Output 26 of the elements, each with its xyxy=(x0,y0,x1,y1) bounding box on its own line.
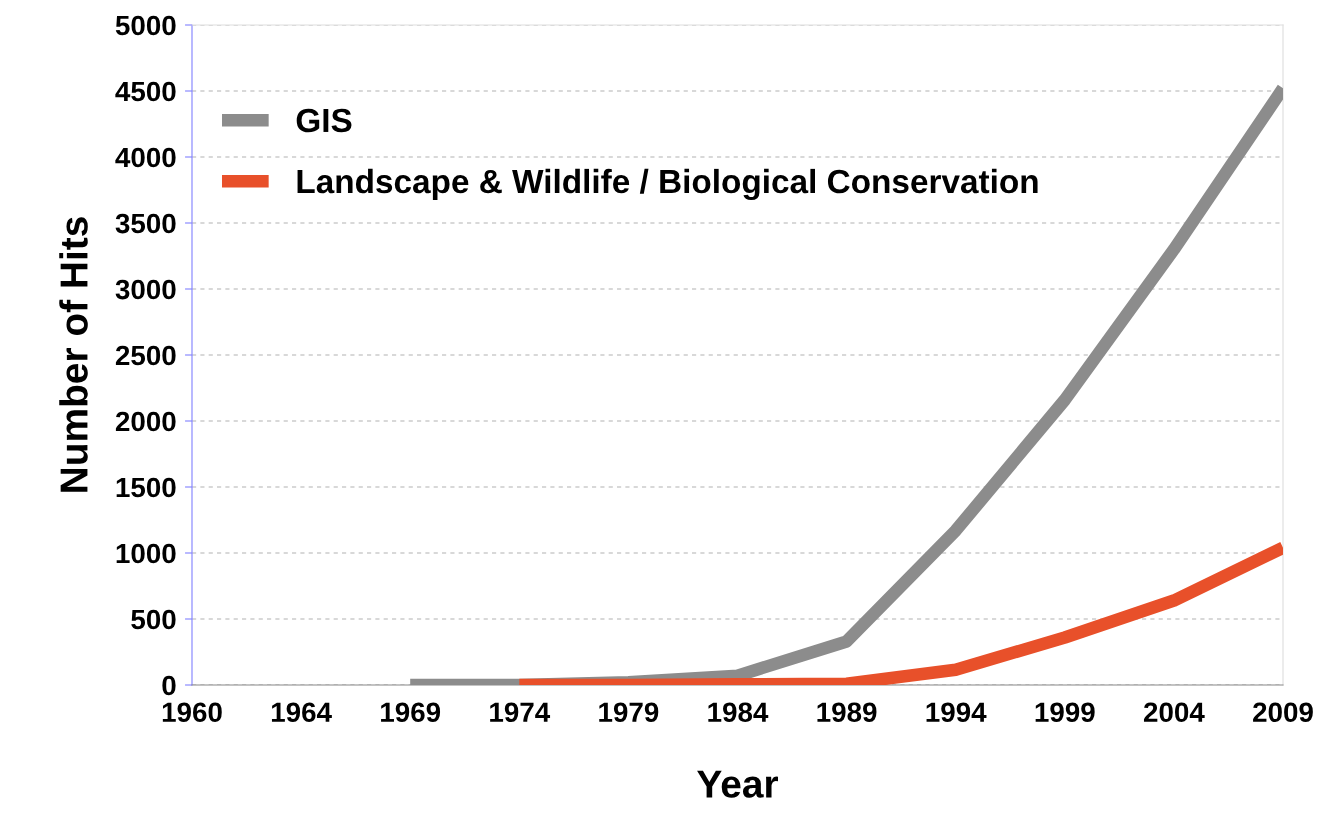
legend-label: Landscape & Wildlife / Biological Conservation xyxy=(297,168,1038,201)
x-axis-title: Year xyxy=(697,770,779,798)
x-tick-label: 1989 xyxy=(817,702,877,723)
x-tick-label: 1960 xyxy=(162,702,222,723)
legend-label: GIS xyxy=(296,108,352,133)
x-tick-label: 2009 xyxy=(1253,702,1313,723)
y-tick-label: 0 xyxy=(162,675,176,696)
x-tick-label: 1999 xyxy=(1035,702,1095,723)
x-tick-label: 1979 xyxy=(599,702,659,723)
y-tick-label: 2000 xyxy=(115,411,176,432)
x-tick-label: 1964 xyxy=(271,702,332,723)
y-tick-label: 4000 xyxy=(115,147,176,168)
x-tick-label: 1984 xyxy=(708,702,769,723)
y-tick-label: 2500 xyxy=(115,345,176,366)
x-tick-label: 1974 xyxy=(490,702,551,723)
y-tick-label: 3000 xyxy=(115,279,176,300)
y-tick-label: 4500 xyxy=(115,81,176,102)
y-axis-title: Number of Hits xyxy=(59,217,88,492)
x-tick-label: 1994 xyxy=(926,702,987,723)
y-tick-label: 5000 xyxy=(115,15,176,36)
x-tick-label: 2004 xyxy=(1143,702,1205,723)
y-tick-label: 1500 xyxy=(116,477,176,498)
x-tick-label: 1969 xyxy=(381,702,441,723)
y-tick-label: 3500 xyxy=(115,213,176,234)
y-tick-label: 1000 xyxy=(116,543,176,564)
y-tick-label: 500 xyxy=(131,609,176,630)
